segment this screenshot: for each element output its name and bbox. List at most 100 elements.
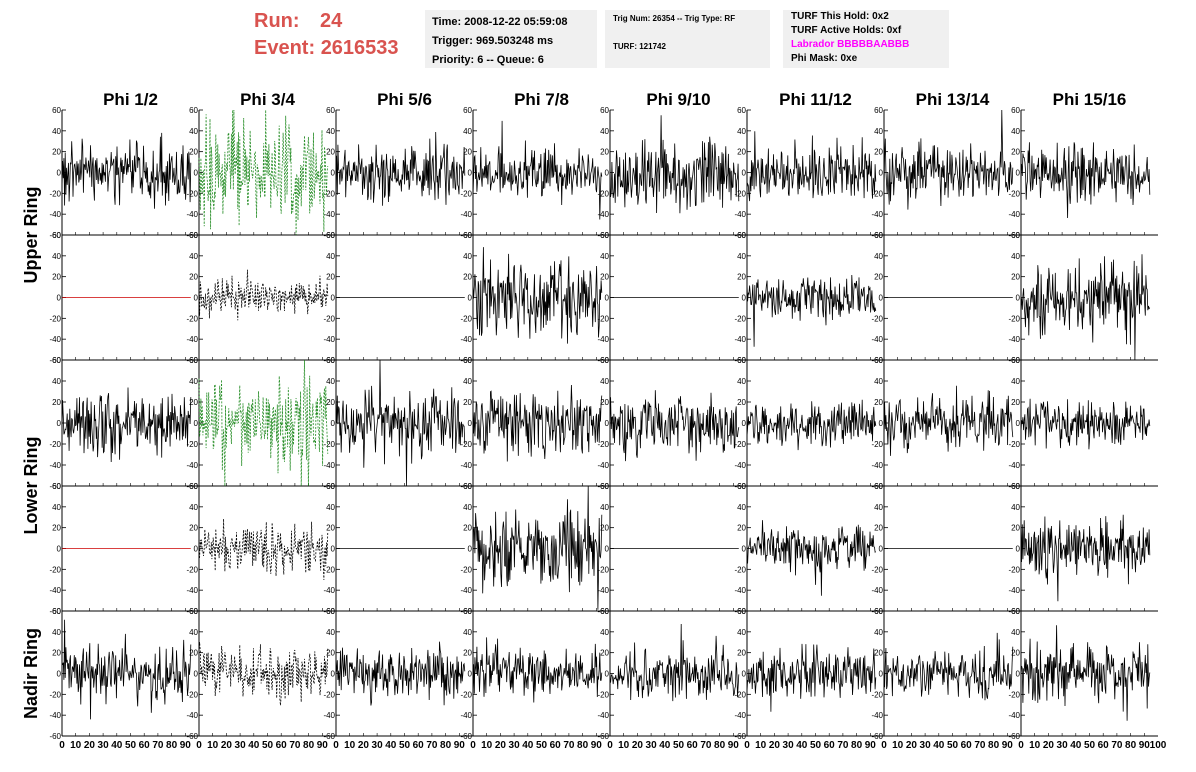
panel-r0-c7: -60 -40 -20 0 20 40 60	[1008, 106, 1158, 240]
y-tick-label: 20	[874, 524, 883, 533]
y-tick-label: -40	[323, 335, 335, 344]
y-tick-label: 0	[57, 169, 62, 178]
x-tick-label: 70	[974, 740, 986, 751]
y-tick-label: 40	[1011, 127, 1020, 136]
y-tick-label: 0	[605, 670, 610, 679]
y-tick-label: -40	[597, 461, 609, 470]
y-tick-label: -60	[871, 482, 883, 491]
ring-label: Lower Ring	[21, 437, 41, 535]
y-tick-label: 0	[468, 670, 473, 679]
y-tick-label: 40	[1011, 628, 1020, 637]
y-tick-label: -40	[871, 461, 883, 470]
y-tick-label: 60	[874, 231, 883, 240]
y-tick-label: 0	[1016, 545, 1021, 554]
y-tick-label: -20	[871, 565, 883, 574]
y-tick-label: 60	[463, 607, 472, 616]
x-tick-label: 0	[744, 740, 750, 751]
y-tick-label: -60	[1008, 732, 1020, 741]
y-tick-label: -20	[323, 440, 335, 449]
y-tick-label: 40	[874, 628, 883, 637]
y-tick-label: 40	[326, 628, 335, 637]
y-tick-label: 20	[737, 398, 746, 407]
y-tick-label: -60	[597, 356, 609, 365]
y-tick-label: 60	[737, 231, 746, 240]
y-tick-label: 60	[1011, 231, 1020, 240]
x-tick-label: 80	[166, 740, 178, 751]
panel-r1-c6: -60 -40 -20 0 20 40 60	[871, 231, 1021, 365]
y-tick-label: 0	[879, 545, 884, 554]
y-tick-label: -60	[1008, 356, 1020, 365]
y-tick-label: 60	[326, 106, 335, 115]
panel-r3-c7: -60 -40 -20 0 20 40 60	[1008, 482, 1158, 616]
y-tick-label: -20	[734, 314, 746, 323]
y-tick-label: 0	[879, 169, 884, 178]
y-tick-label: 0	[468, 169, 473, 178]
y-tick-label: 40	[737, 503, 746, 512]
waveform-trace	[472, 247, 603, 344]
y-tick-label: 40	[189, 252, 198, 261]
x-tick-label: 60	[139, 740, 151, 751]
event-label: Event:	[254, 37, 316, 59]
column-header: Phi 13/14	[916, 90, 990, 109]
x-tick-label: 0	[333, 740, 339, 751]
column-header: Phi 5/6	[377, 90, 432, 109]
y-tick-label: 60	[1011, 607, 1020, 616]
y-tick-label: 0	[1016, 169, 1021, 178]
waveform-trace	[609, 623, 740, 702]
waveform-trace	[472, 485, 603, 610]
y-tick-label: -60	[186, 607, 198, 616]
x-tick-label: 10	[207, 740, 219, 751]
y-tick-label: -40	[1008, 711, 1020, 720]
y-tick-label: -20	[186, 440, 198, 449]
x-tick-label: 90	[1002, 740, 1014, 751]
y-tick-label: -60	[460, 607, 472, 616]
y-tick-label: -40	[734, 335, 746, 344]
waveform-trace	[198, 518, 329, 581]
waveform-trace	[472, 120, 603, 220]
y-tick-label: 20	[326, 398, 335, 407]
y-tick-label: 20	[463, 524, 472, 533]
x-tick-label: 20	[1043, 740, 1055, 751]
y-tick-label: -60	[323, 732, 335, 741]
x-tick-label: 30	[509, 740, 521, 751]
y-tick-label: 20	[189, 524, 198, 533]
y-tick-label: -60	[1008, 482, 1020, 491]
panel-r0-c5: -60 -40 -20 0 20 40 60	[734, 106, 884, 240]
panel-r4-c3: -60 -40 -20 0 20 40 60	[460, 607, 610, 741]
y-tick-label: 20	[600, 649, 609, 658]
x-tick-label: 50	[810, 740, 822, 751]
y-tick-label: 0	[605, 169, 610, 178]
waveform-trace	[1020, 514, 1151, 602]
y-tick-label: -20	[186, 690, 198, 699]
y-tick-label: 40	[52, 628, 61, 637]
y-tick-label: -40	[597, 210, 609, 219]
x-tick-label: 70	[1111, 740, 1123, 751]
y-tick-label: -40	[49, 586, 61, 595]
event-line: Event: 2616533	[254, 35, 399, 62]
y-tick-label: -40	[734, 210, 746, 219]
x-tick-label: 10	[755, 740, 767, 751]
y-tick-label: -20	[597, 565, 609, 574]
y-tick-label: 0	[194, 294, 199, 303]
x-tick-label: 30	[372, 740, 384, 751]
y-tick-label: -60	[323, 231, 335, 240]
y-tick-label: 40	[52, 127, 61, 136]
y-tick-label: -20	[323, 314, 335, 323]
y-tick-label: -40	[186, 461, 198, 470]
y-tick-label: -60	[323, 482, 335, 491]
y-tick-label: -60	[1008, 231, 1020, 240]
x-tick-label: 70	[837, 740, 849, 751]
turf-text: TURF: 121742	[613, 42, 666, 51]
x-tick-label: 20	[906, 740, 918, 751]
y-tick-label: 0	[879, 294, 884, 303]
x-tick-label: 60	[1098, 740, 1110, 751]
x-tick-label: 90	[728, 740, 740, 751]
x-tick-label: 0	[470, 740, 476, 751]
y-tick-label: -20	[597, 690, 609, 699]
x-tick-label: 90	[180, 740, 192, 751]
panel-r4-c5: -60 -40 -20 0 20 40 60	[734, 607, 884, 741]
y-tick-label: 20	[874, 649, 883, 658]
y-tick-label: -20	[49, 189, 61, 198]
y-tick-label: 0	[742, 545, 747, 554]
x-tick-label: 50	[947, 740, 959, 751]
